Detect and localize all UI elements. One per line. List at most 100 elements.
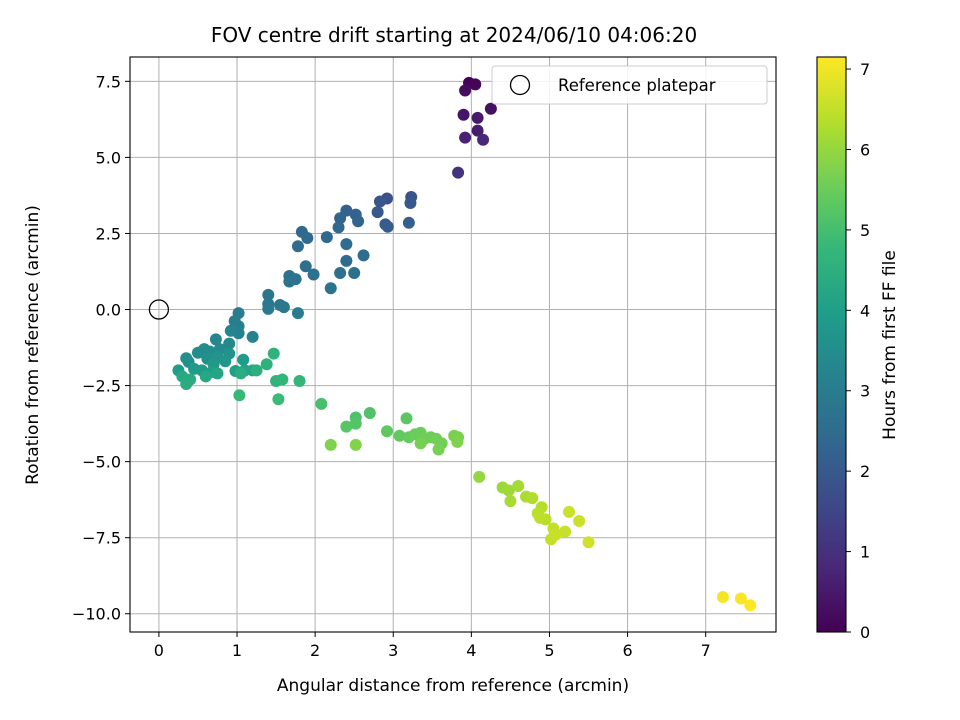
- data-point: [371, 206, 384, 219]
- x-axis: 0 1 2 3 4 5 6 7: [154, 632, 711, 660]
- data-point: [512, 479, 525, 492]
- data-point: [451, 435, 464, 448]
- data-point: [340, 254, 353, 267]
- data-point: [262, 288, 275, 301]
- data-point: [299, 260, 312, 273]
- data-point: [291, 307, 304, 320]
- data-point: [380, 425, 393, 438]
- colorbar-frame: [816, 56, 847, 633]
- colorbar-tick-label: 2: [860, 462, 870, 481]
- colorbar-tick-label: 3: [860, 382, 870, 401]
- colorbar-tick-label: 5: [860, 221, 870, 240]
- data-point: [452, 166, 465, 179]
- data-point: [283, 275, 296, 288]
- x-tick-label: 5: [544, 641, 554, 660]
- data-point: [381, 220, 394, 233]
- y-tick-label: −7.5: [82, 529, 121, 548]
- data-point: [477, 133, 490, 146]
- colorbar-gradient: [817, 57, 846, 632]
- colorbar-ticks: 0 1 2 3 4 5 6 7: [846, 60, 870, 642]
- legend-box: [491, 65, 768, 105]
- data-point: [349, 438, 362, 451]
- colorbar-tick-label: 6: [860, 140, 870, 159]
- data-point: [504, 495, 517, 508]
- y-tick-label: −5.0: [82, 453, 121, 472]
- legend-open-circle-icon: [509, 74, 531, 96]
- data-point: [404, 197, 417, 210]
- data-point: [402, 216, 415, 229]
- data-point: [180, 378, 193, 391]
- data-point: [262, 302, 275, 315]
- data-point: [349, 417, 362, 430]
- data-point: [293, 375, 306, 388]
- colorbar: 0 1 2 3 4 5 6 7 Hours from first FF file: [816, 56, 900, 642]
- y-tick-label: 7.5: [96, 72, 121, 91]
- data-point: [324, 282, 337, 295]
- data-point: [549, 528, 562, 541]
- data-point: [340, 420, 353, 433]
- data-point: [233, 389, 246, 402]
- x-tick-label: 1: [232, 641, 242, 660]
- x-tick-label: 3: [388, 641, 398, 660]
- data-point: [471, 111, 484, 124]
- data-point: [276, 373, 289, 386]
- data-point: [559, 525, 572, 538]
- data-point: [211, 367, 224, 380]
- x-axis-title: Angular distance from reference (arcmin): [277, 676, 629, 696]
- data-point: [471, 124, 484, 137]
- data-point: [340, 238, 353, 251]
- data-point: [315, 397, 328, 410]
- data-point: [348, 267, 361, 280]
- colorbar-tick-label: 7: [860, 60, 870, 79]
- data-point: [246, 330, 259, 343]
- data-point: [526, 492, 539, 505]
- data-point: [260, 358, 273, 371]
- y-tick-label: 2.5: [96, 224, 121, 243]
- plot-frame: [129, 56, 777, 633]
- data-point: [734, 592, 747, 605]
- data-point: [582, 536, 595, 549]
- data-point: [400, 412, 413, 425]
- data-point: [267, 347, 280, 360]
- y-tick-label: 0.0: [96, 301, 121, 320]
- data-point: [237, 353, 250, 366]
- data-point: [234, 367, 247, 380]
- data-point: [320, 231, 333, 244]
- data-point: [716, 591, 729, 604]
- legend: Reference platepar: [491, 65, 768, 105]
- data-point: [223, 337, 236, 350]
- data-point: [334, 212, 347, 225]
- data-point: [744, 599, 757, 612]
- data-point: [357, 249, 370, 262]
- data-point: [224, 324, 237, 337]
- data-point: [307, 268, 320, 281]
- colorbar-tick-label: 4: [860, 301, 870, 320]
- data-point: [459, 131, 472, 144]
- data-point: [502, 484, 515, 497]
- data-point: [432, 443, 445, 456]
- data-point: [562, 505, 575, 518]
- y-axis: 7.5 5.0 2.5 0.0 −2.5 −5.0 −7.5 −10.0: [72, 72, 130, 624]
- x-tick-label: 2: [310, 641, 320, 660]
- data-point: [459, 84, 472, 97]
- data-point: [291, 240, 304, 253]
- data-point: [209, 333, 222, 346]
- data-point: [191, 346, 204, 359]
- data-point: [250, 364, 263, 377]
- data-point: [469, 78, 482, 91]
- legend-label: Reference platepar: [558, 76, 716, 95]
- data-point: [473, 470, 486, 483]
- data-point: [272, 393, 285, 406]
- data-point: [324, 438, 337, 451]
- y-axis-title: Rotation from reference (arcmin): [23, 205, 43, 485]
- y-tick-label: 5.0: [96, 148, 121, 167]
- colorbar-tick-label: 1: [860, 543, 870, 562]
- data-point: [334, 267, 347, 280]
- colorbar-title: Hours from first FF file: [880, 250, 900, 440]
- data-point: [457, 108, 470, 121]
- data-point: [484, 102, 497, 115]
- x-tick-label: 0: [154, 641, 164, 660]
- data-point: [352, 215, 365, 228]
